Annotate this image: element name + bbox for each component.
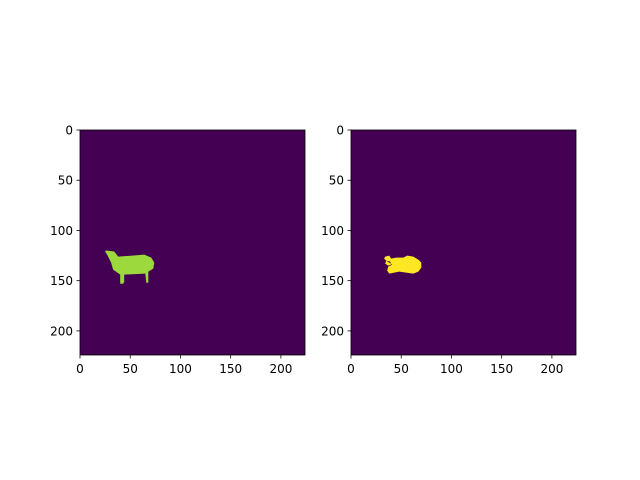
right-axes-frame xyxy=(350,129,577,356)
left-y-tick-label: 100 xyxy=(50,224,73,238)
left-axes-frame xyxy=(79,129,306,356)
right-x-tick-label: 50 xyxy=(394,362,409,376)
left-x-tick-label: 200 xyxy=(269,362,292,376)
left-mask-region xyxy=(105,250,155,284)
right-y-tick-label: 100 xyxy=(321,224,344,238)
left-x-tick-label: 50 xyxy=(123,362,138,376)
left-image-background xyxy=(80,130,305,355)
right-image-background xyxy=(351,130,576,355)
left-x-tick-label: 0 xyxy=(76,362,84,376)
right-x-tick-label: 100 xyxy=(440,362,463,376)
heatmap-panel-left: 0 50 100 150 200 0 50 100 150 200 xyxy=(50,124,306,376)
left-y-tick-label: 50 xyxy=(58,174,73,188)
right-x-tick-label: 200 xyxy=(540,362,563,376)
right-mask-region xyxy=(384,255,422,274)
right-y-tick-label: 150 xyxy=(321,274,344,288)
heatmap-panel-right: 0 50 100 150 200 0 50 100 150 200 xyxy=(321,124,577,376)
left-x-tick-label: 100 xyxy=(169,362,192,376)
left-y-tick-label: 150 xyxy=(50,274,73,288)
left-x-tick-label: 150 xyxy=(219,362,242,376)
right-x-tick-label: 150 xyxy=(490,362,513,376)
left-y-tick-label: 200 xyxy=(50,324,73,338)
right-x-tick-label: 0 xyxy=(347,362,355,376)
right-y-tick-label: 0 xyxy=(336,124,344,138)
right-y-tick-label: 200 xyxy=(321,324,344,338)
left-y-tick-label: 0 xyxy=(65,124,73,138)
right-y-tick-label: 50 xyxy=(329,174,344,188)
